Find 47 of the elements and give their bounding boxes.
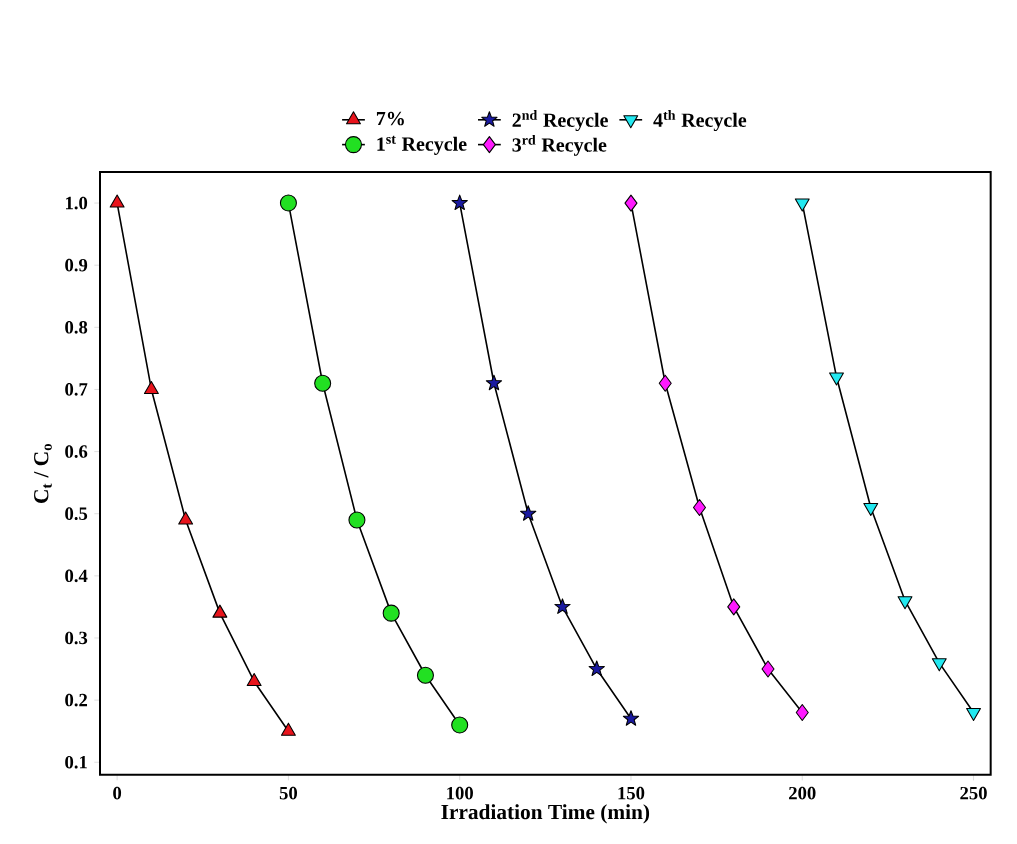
point: [279, 194, 297, 212]
point: [692, 498, 707, 517]
y-tick-label: 0.3: [65, 631, 88, 645]
x-tick-label: 150: [618, 786, 645, 800]
point: [727, 598, 741, 616]
point: [554, 598, 571, 614]
y-tick-label: 0.9: [65, 258, 88, 272]
point: [624, 194, 638, 212]
point: [109, 194, 125, 208]
point: [485, 374, 503, 391]
point: [348, 511, 366, 529]
legend-label: 2$^{nd}$ Recycle: [512, 110, 608, 132]
x-tick-label: 200: [789, 786, 816, 800]
y-axis-title: C$_{t}$ / C$_{o}$: [34, 443, 52, 503]
x-tick-label: 250: [960, 786, 987, 800]
y-tick-label: 0.7: [65, 383, 88, 396]
point: [416, 666, 434, 684]
legend-label: 1$^{st}$ Recycle: [377, 135, 467, 155]
y-tick-label: 0.8: [65, 320, 88, 334]
point: [588, 660, 605, 677]
point: [795, 704, 809, 722]
x-tick-label: 0: [113, 786, 122, 800]
point: [761, 660, 775, 678]
point: [212, 604, 228, 618]
x-tick-label: 100: [447, 786, 473, 800]
point: [314, 374, 332, 392]
point: [451, 194, 468, 211]
legend-label: 3$^{rd}$ Recycle: [512, 134, 607, 156]
legend-label: 4$^{th}$ Recycle: [653, 110, 747, 132]
y-tick-label: 0.4: [65, 569, 88, 583]
x-axis-title: Irradiation Time (min): [441, 804, 650, 824]
point: [622, 710, 640, 726]
y-tick-label: 0.1: [65, 755, 87, 769]
y-tick-label: 0.5: [65, 507, 88, 521]
point: [143, 380, 159, 394]
x-tick-label: 50: [279, 786, 298, 800]
y-tick-label: 1.0: [66, 196, 88, 210]
point: [246, 672, 262, 687]
legend-label: 7%: [376, 111, 404, 126]
point: [178, 511, 194, 525]
point: [382, 604, 400, 622]
point: [520, 505, 537, 521]
point: [280, 722, 296, 736]
point: [658, 374, 672, 392]
point: [451, 716, 469, 734]
y-tick-label: 0.2: [65, 693, 88, 707]
y-tick-label: 0.6: [65, 445, 88, 458]
